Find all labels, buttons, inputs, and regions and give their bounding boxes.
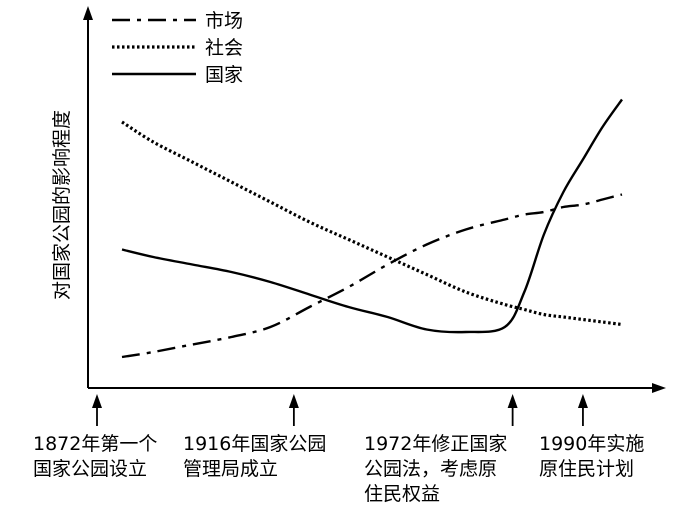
series-line-2 (121, 120, 623, 327)
y-axis-arrow (83, 6, 93, 20)
event-arrowhead-4 (577, 394, 588, 408)
event-label-line: 公园法，考虑原 (364, 458, 498, 480)
event-arrowhead-2 (288, 394, 299, 408)
event-label-line: 1990年实施 (539, 433, 645, 455)
series-line-3 (121, 98, 623, 334)
event-label-line: 1872年第一个 (33, 433, 158, 455)
event-label-line: 1972年修正国家 (364, 433, 508, 455)
legend-label-2: 社会 (205, 37, 243, 59)
event-label-line: 1916年国家公园 (183, 433, 327, 455)
event-label-2: 1916年国家公园 管理局成立 (183, 432, 326, 482)
x-axis-arrow (652, 383, 666, 393)
legend-label-1: 市场 (205, 10, 243, 32)
axes (83, 6, 666, 393)
event-label-line: 管理局成立 (183, 458, 279, 480)
series-line-1 (121, 193, 623, 359)
legend-label-3: 国家 (205, 64, 243, 86)
event-label-4: 1990年实施 原住民计划 (539, 432, 644, 482)
event-arrowhead-1 (92, 394, 102, 408)
event-arrowhead-3 (507, 394, 518, 408)
series-layer (121, 98, 623, 359)
event-label-line: 原住民计划 (539, 458, 635, 480)
y-axis-label: 对国家公园的影响程度 (51, 110, 73, 300)
event-markers (92, 394, 588, 426)
event-label-line: 国家公园设立 (33, 458, 148, 480)
event-label-line: 住民权益 (364, 483, 441, 505)
event-label-3: 1972年修正国家 公园法，考虑原 住民权益 (364, 432, 507, 507)
event-label-1: 1872年第一个 国家公园设立 (33, 432, 157, 482)
